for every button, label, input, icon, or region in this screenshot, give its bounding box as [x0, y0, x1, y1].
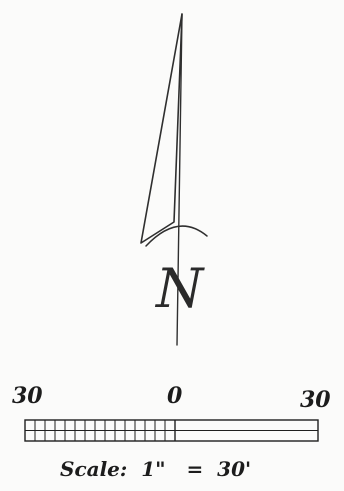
scale-caption-equals: =: [186, 457, 204, 481]
scale-caption-feet: 30': [217, 457, 252, 481]
scale-bar-subdivisions: [34, 420, 166, 441]
scale-caption-word: Scale:: [60, 457, 128, 481]
north-arrow: [140, 13, 208, 346]
north-label: N: [156, 257, 204, 320]
scale-label-right: 30: [300, 387, 331, 413]
north-arrow-arc: [145, 225, 208, 247]
north-arrow-head: [140, 13, 183, 244]
scale-label-left: 30: [12, 383, 43, 409]
scale-caption: Scale: 1" = 30': [60, 458, 251, 480]
north-arrow-shaft: [176, 13, 183, 346]
scale-caption-inch: 1": [141, 457, 166, 481]
scale-bar: [24, 419, 319, 442]
scale-label-zero: 0: [167, 383, 183, 409]
